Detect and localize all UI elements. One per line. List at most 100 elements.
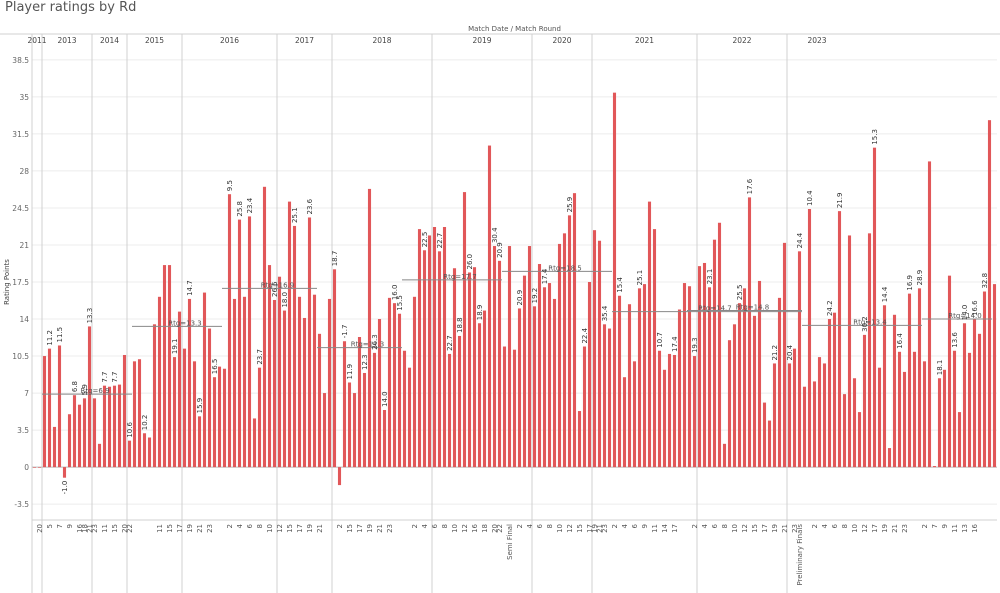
x-tick-label: 6 — [246, 523, 254, 528]
bar — [62, 467, 67, 478]
bar — [397, 313, 402, 468]
bar — [257, 367, 262, 468]
bar-value-label: -1.0 — [61, 481, 69, 495]
bar — [702, 262, 707, 468]
bar-value-label: 22.4 — [581, 327, 589, 343]
bar — [737, 303, 742, 468]
bar — [542, 287, 547, 468]
bar — [657, 350, 662, 468]
bar — [177, 311, 182, 468]
bar — [67, 414, 72, 468]
bar-value-label: 25.8 — [236, 201, 244, 217]
bar — [697, 266, 702, 468]
x-tick-label: 20 — [121, 524, 129, 533]
bar — [432, 226, 437, 468]
bar — [912, 351, 917, 468]
bar — [902, 371, 907, 468]
bar — [167, 265, 172, 468]
bar — [332, 269, 337, 468]
x-tick-label: 21 — [781, 524, 789, 533]
bar — [512, 349, 517, 468]
x-tick-label: 22 — [126, 524, 134, 533]
bar — [307, 217, 312, 468]
x-tick-label: 18 — [481, 524, 489, 533]
bar-value-label: 6.8 — [71, 381, 79, 392]
bar — [772, 363, 777, 468]
x-tick-label: 8 — [841, 524, 849, 528]
bar — [722, 443, 727, 468]
bar-value-label: 21.2 — [771, 345, 779, 361]
bar — [492, 246, 497, 468]
bar — [952, 350, 957, 468]
bar — [712, 239, 717, 468]
bar-value-label: 15.3 — [871, 129, 879, 145]
bar — [847, 235, 852, 468]
bar — [127, 440, 132, 468]
bar — [82, 398, 87, 468]
bar — [97, 443, 102, 468]
bar — [872, 147, 877, 468]
year-label: 2015 — [145, 36, 164, 45]
y-tick-label: 24.5 — [12, 204, 29, 213]
reference-line-label: Rtg=13.3 — [168, 319, 202, 327]
bar — [327, 298, 332, 468]
bar — [787, 363, 792, 468]
y-tick-label: 10.5 — [12, 352, 29, 361]
bar — [457, 335, 462, 468]
year-label: 2022 — [732, 36, 751, 45]
x-tick-label: 9 — [641, 524, 649, 528]
bar — [187, 298, 192, 468]
bar-value-label: 18.7 — [331, 251, 339, 267]
bar — [217, 366, 222, 468]
bar — [622, 377, 627, 468]
bar — [192, 361, 197, 468]
bar — [392, 303, 397, 468]
bar-value-label: 10.6 — [126, 422, 134, 438]
x-tick-label: 4 — [526, 523, 534, 528]
bar — [212, 377, 217, 468]
bar — [77, 404, 82, 468]
x-tick-label: 19 — [591, 524, 599, 533]
bar — [107, 386, 112, 468]
bar — [777, 297, 782, 468]
bar-value-label: 20.9 — [516, 290, 524, 306]
x-tick-label: 15 — [751, 524, 759, 533]
bar — [832, 312, 837, 468]
x-tick-label: 10 — [556, 524, 564, 533]
bar — [117, 384, 122, 468]
bar — [232, 298, 237, 468]
x-tick-label: 19 — [366, 524, 374, 533]
x-tick-label: 8 — [546, 524, 554, 528]
x-tick-label: 21 — [86, 524, 94, 533]
bar — [277, 276, 282, 468]
bar — [887, 448, 892, 468]
bar — [947, 275, 952, 468]
bar — [617, 295, 622, 468]
year-label: 2020 — [552, 36, 571, 45]
y-tick-label: 38.5 — [12, 56, 29, 65]
x-tick-label: 11 — [651, 524, 659, 533]
x-tick-label: 8 — [721, 524, 729, 528]
bar — [862, 334, 867, 468]
bar — [162, 265, 167, 468]
bar — [992, 284, 997, 468]
bar — [262, 186, 267, 468]
reference-line-label: Rtg=6.9 — [80, 387, 109, 395]
bar — [147, 437, 152, 468]
bar — [207, 328, 212, 468]
bar — [687, 286, 692, 468]
bar — [677, 309, 682, 468]
bar — [522, 275, 527, 468]
x-tick-label: 15 — [346, 524, 354, 533]
x-axis-header: Match Date / Match Round — [468, 25, 561, 33]
bar — [582, 346, 587, 468]
x-tick-label: 11 — [101, 524, 109, 533]
bar-value-label: 18.0 — [281, 292, 289, 308]
y-tick-label: 17.5 — [12, 278, 29, 287]
bar-value-label: 13.6 — [951, 332, 959, 348]
bar-value-label: 20.4 — [786, 344, 794, 360]
x-tick-label: 4 — [236, 523, 244, 528]
bar — [252, 418, 257, 468]
year-label: 2013 — [57, 36, 76, 45]
bar-value-label: 19.2 — [531, 288, 539, 304]
